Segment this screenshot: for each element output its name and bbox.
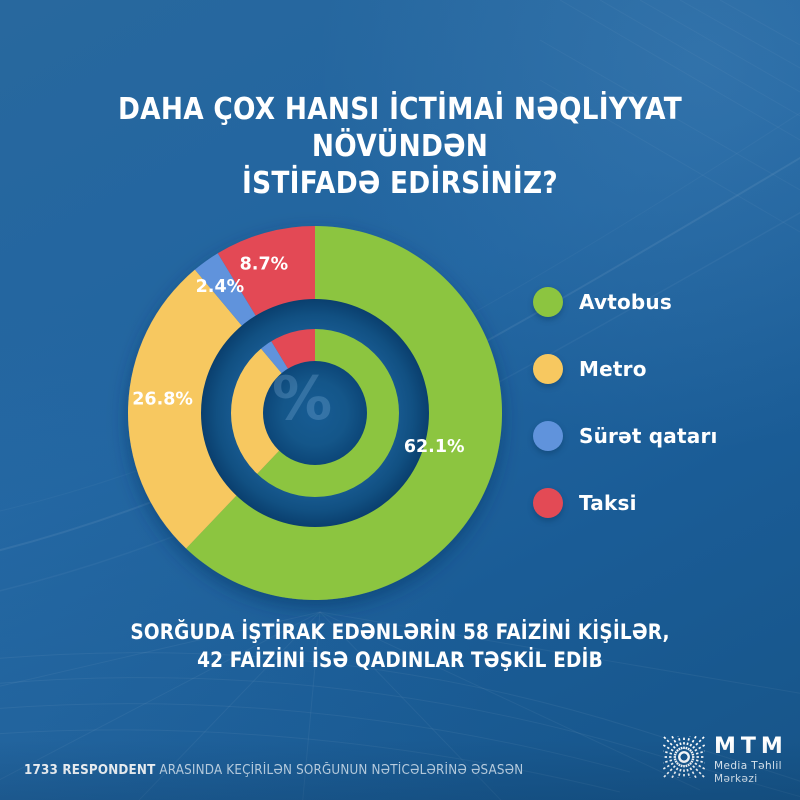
legend-label-avtobus: Avtobus [579,290,672,314]
legend-item-suret-qatari: Sürət qatarı [533,421,718,451]
legend-item-metro: Metro [533,354,718,384]
mtm-logo-name: MTM [714,736,788,758]
slice-label-s-r-t-qatar-: 2.4% [196,277,245,297]
survey-note-line2: 42 FAİZİNİ İSƏ QADINLAR TƏŞKİL EDİB [197,648,603,672]
mtm-logo-subtitle: Media Təhlil Mərkəzi [714,760,788,785]
legend-label-taksi: Taksi [579,491,637,515]
survey-note-line1: SORĞUDA İŞTİRAK EDƏNLƏRİN 58 FAİZİNİ KİŞ… [130,620,670,644]
percent-watermark-icon: % [272,364,332,434]
mtm-logo-text: MTM Media Təhlil Mərkəzi [714,736,788,785]
bottom-vignette [0,740,800,800]
mtm-logo-subtitle-line1: Media Təhlil [714,760,782,772]
respondent-note-text: ARASINDA KEÇİRİLƏN SORĞUNUN NƏTİCƏLƏRİNƏ… [155,763,523,778]
legend-swatch-taksi [533,488,563,518]
legend-label-metro: Metro [579,357,647,381]
legend-swatch-metro [533,354,563,384]
slice-labels: 62.1% 26.8% 2.4%8.7% [132,255,464,458]
slice-label-taksi: 8.7% [240,255,289,275]
chart-legend: Avtobus Metro Sürət qatarı Taksi [533,287,718,555]
survey-note: SORĞUDA İŞTİRAK EDƏNLƏRİN 58 FAİZİNİ KİŞ… [48,618,752,674]
respondent-count: 1733 RESPONDENT [24,763,155,778]
mtm-logo-subtitle-line2: Mərkəzi [714,773,758,785]
legend-swatch-suret-qatari [533,421,563,451]
center-hole [263,361,367,465]
donut-chart: % 62.1% 26.8% 2.4%8.7% [128,226,503,600]
page-title-line1: DAHA ÇOX HANSI İCTİMAİ NƏQLİYYAT NÖVÜNDƏ… [117,92,683,164]
page-title-line2: İSTİFADƏ EDİRSİNİZ? [242,166,558,201]
legend-item-avtobus: Avtobus [533,287,718,317]
legend-label-suret-qatari: Sürət qatarı [579,424,718,448]
donut-chart-container: % 62.1% 26.8% 2.4% 8.7% [105,203,525,623]
slice-label-metro: 26.8% [132,390,193,410]
legend-item-taksi: Taksi [533,488,718,518]
mtm-logo: MTM Media Təhlil Mərkəzi [663,736,788,785]
respondent-note: 1733 RESPONDENT ARASINDA KEÇİRİLƏN SORĞU… [24,763,523,778]
legend-swatch-avtobus [533,287,563,317]
page-title: DAHA ÇOX HANSI İCTİMAİ NƏQLİYYAT NÖVÜNDƏ… [48,91,752,202]
ring-gap [201,299,429,527]
slice-label-avtobus: 62.1% [404,437,465,457]
